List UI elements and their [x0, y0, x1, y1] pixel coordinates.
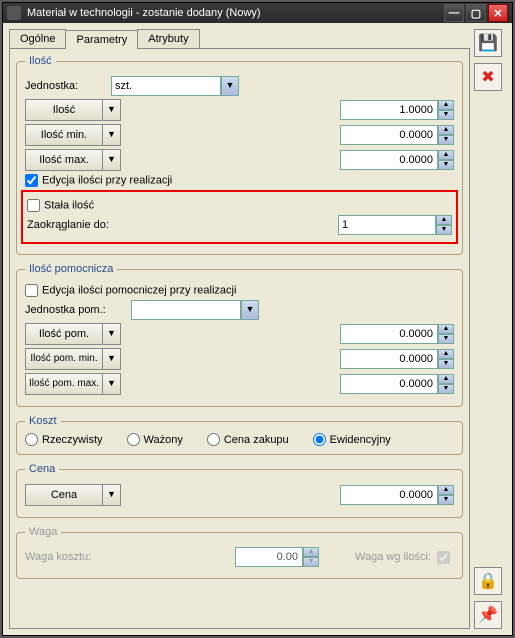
- jedn-pom-combo[interactable]: ▼: [131, 300, 259, 320]
- ilosc-button[interactable]: Ilość▼: [25, 99, 121, 121]
- lock-button[interactable]: 🔒: [474, 567, 502, 595]
- ilosc-min-field[interactable]: ▲▼: [340, 125, 454, 145]
- cancel-button[interactable]: ✖: [474, 63, 502, 91]
- zaokraglanie-label: Zaokrąglanie do:: [27, 219, 109, 231]
- close-button[interactable]: ✕: [488, 4, 508, 22]
- koszt-group: Koszt Rzeczywisty Ważony Cena zakupu Ewi…: [16, 415, 463, 455]
- jedn-pom-label: Jednostka pom.:: [25, 304, 125, 316]
- stala-ilosc-checkbox[interactable]: Stała ilość: [27, 199, 94, 212]
- cena-legend: Cena: [25, 463, 59, 475]
- tab-body: Ilość Jednostka: ▼ Ilość▼ ▲▼ Ilość min.▼: [9, 49, 470, 629]
- tab-parametry[interactable]: Parametry: [65, 30, 138, 49]
- chevron-down-icon[interactable]: ▼: [221, 76, 239, 96]
- waga-group: Waga Waga kosztu: ▲▼ Waga wg ilości:: [16, 526, 463, 579]
- ilosc-group: Ilość Jednostka: ▼ Ilość▼ ▲▼ Ilość min.▼: [16, 55, 463, 255]
- jednostka-input[interactable]: [111, 76, 221, 96]
- waga-legend: Waga: [25, 526, 61, 538]
- save-button[interactable]: 💾: [474, 29, 502, 57]
- ilosc-pom-min-field[interactable]: ▲▼: [340, 349, 454, 369]
- ilosc-pom-max-button[interactable]: Ilość pom. max.▼: [25, 373, 121, 395]
- cena-group: Cena Cena▼ ▲▼: [16, 463, 463, 518]
- tab-atrybuty[interactable]: Atrybuty: [137, 29, 199, 48]
- radio-rzeczywisty[interactable]: Rzeczywisty: [25, 433, 103, 446]
- radio-ewidencyjny[interactable]: Ewidencyjny: [313, 433, 391, 446]
- ilosc-max-button[interactable]: Ilość max.▼: [25, 149, 121, 171]
- titlebar: Materiał w technologii - zostanie dodany…: [3, 3, 512, 23]
- edycja-pomoc-checkbox[interactable]: Edycja ilości pomocniczej przy realizacj…: [25, 284, 236, 297]
- ilosc-min-button[interactable]: Ilość min.▼: [25, 124, 121, 146]
- ilosc-max-field[interactable]: ▲▼: [340, 150, 454, 170]
- ilosc-pom-field[interactable]: ▲▼: [340, 324, 454, 344]
- maximize-button[interactable]: ▢: [466, 4, 486, 22]
- minimize-button[interactable]: —: [444, 4, 464, 22]
- edycja-ilosci-checkbox[interactable]: Edycja ilości przy realizacji: [25, 174, 172, 187]
- waga-ilosci-label: Waga wg ilości:: [355, 551, 431, 563]
- cena-button[interactable]: Cena▼: [25, 484, 121, 506]
- ilosc-pom-max-field[interactable]: ▲▼: [340, 374, 454, 394]
- jedn-pom-input[interactable]: [131, 300, 241, 320]
- highlight-box: Stała ilość Zaokrąglanie do: ▲▼: [21, 190, 458, 244]
- window-title: Materiał w technologii - zostanie dodany…: [27, 7, 444, 19]
- tab-ogolne[interactable]: Ogólne: [9, 29, 66, 48]
- ilosc-pom-button[interactable]: Ilość pom.▼: [25, 323, 121, 345]
- radio-wazony[interactable]: Ważony: [127, 433, 183, 446]
- ilosc-pom-min-button[interactable]: Ilość pom. min.▼: [25, 348, 121, 370]
- pomoc-legend: Ilość pomocnicza: [25, 263, 117, 275]
- koszt-legend: Koszt: [25, 415, 61, 427]
- chevron-down-icon[interactable]: ▼: [241, 300, 259, 320]
- pomoc-group: Ilość pomocnicza Edycja ilości pomocnicz…: [16, 263, 463, 407]
- ilosc-legend: Ilość: [25, 55, 56, 67]
- zaokraglanie-field[interactable]: ▲▼: [338, 215, 452, 235]
- app-icon: [7, 6, 21, 20]
- tabs: Ogólne Parametry Atrybuty: [9, 29, 470, 49]
- radio-cena-zakupu[interactable]: Cena zakupu: [207, 433, 289, 446]
- jednostka-combo[interactable]: ▼: [111, 76, 239, 96]
- pin-button[interactable]: 📌: [474, 601, 502, 629]
- waga-ilosci-checkbox: [437, 551, 450, 564]
- waga-kosztu-field: ▲▼: [235, 547, 319, 567]
- cena-field[interactable]: ▲▼: [340, 485, 454, 505]
- waga-kosztu-label: Waga kosztu:: [25, 551, 91, 563]
- ilosc-field[interactable]: ▲▼: [340, 100, 454, 120]
- window: Materiał w technologii - zostanie dodany…: [2, 2, 513, 636]
- jednostka-label: Jednostka:: [25, 80, 105, 92]
